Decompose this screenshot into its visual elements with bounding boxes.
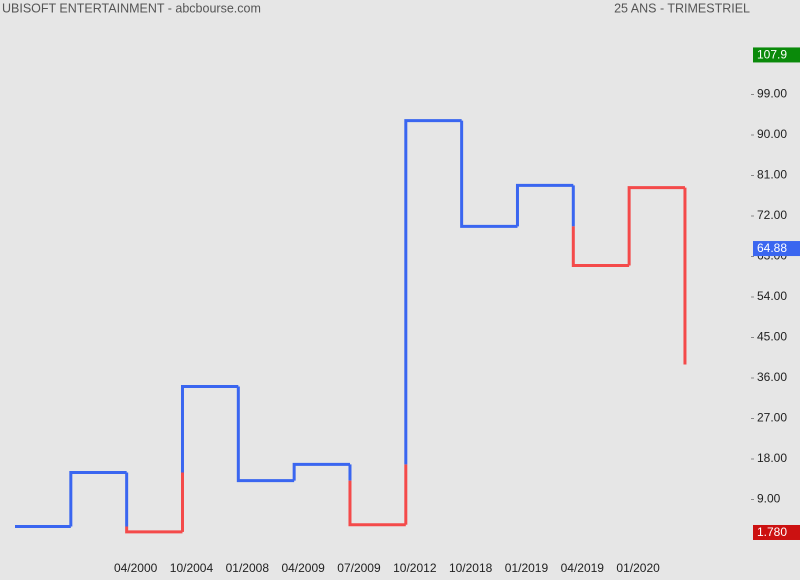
x-tick-label: 04/2019 xyxy=(561,561,605,575)
x-tick-label: 01/2020 xyxy=(616,561,660,575)
x-tick-label: 01/2019 xyxy=(505,561,549,575)
y-tick-label: 99.00 xyxy=(757,87,787,101)
y-tick-label: 36.00 xyxy=(757,370,787,384)
kagi-line xyxy=(627,186,685,266)
kagi-line xyxy=(460,120,518,228)
kagi-line xyxy=(292,462,350,481)
y-tick-label: 27.00 xyxy=(757,411,787,425)
x-tick-label: 04/2009 xyxy=(281,561,325,575)
y-tick-label: 45.00 xyxy=(757,330,787,344)
kagi-line xyxy=(236,386,295,483)
price-label-box xyxy=(753,524,800,540)
chart-subtitle: 25 ANS - TRIMESTRIEL xyxy=(614,1,750,15)
x-tick-label: 01/2008 xyxy=(226,561,270,575)
price-label-box xyxy=(753,47,800,63)
x-tick-label: 04/2000 xyxy=(114,561,158,575)
y-tick-label: 9.00 xyxy=(757,492,781,506)
kagi-line xyxy=(180,385,239,473)
x-tick-label: 07/2009 xyxy=(337,561,381,575)
y-tick-label: 18.00 xyxy=(757,451,787,465)
y-tick-label: 54.00 xyxy=(757,289,787,303)
y-tick-label: 81.00 xyxy=(757,168,787,182)
chart-title: UBISOFT ENTERTAINMENT - abcbourse.com xyxy=(2,1,261,15)
x-tick-label: 10/2012 xyxy=(393,561,437,575)
kagi-line xyxy=(515,183,574,227)
y-tick-label: 72.00 xyxy=(757,208,787,222)
y-tick-label: 90.00 xyxy=(757,127,787,141)
kagi-line xyxy=(571,226,630,267)
kagi-line xyxy=(125,526,183,534)
kagi-line xyxy=(404,119,462,465)
x-tick-label: 10/2004 xyxy=(170,561,214,575)
kagi-line xyxy=(348,480,406,527)
kagi-line xyxy=(69,471,127,527)
price-label-box xyxy=(753,241,800,257)
price-label: 64.88 xyxy=(757,241,787,255)
price-label: 107.9 xyxy=(757,48,787,62)
price-label: 1.780 xyxy=(757,525,787,539)
x-tick-label: 10/2018 xyxy=(449,561,493,575)
